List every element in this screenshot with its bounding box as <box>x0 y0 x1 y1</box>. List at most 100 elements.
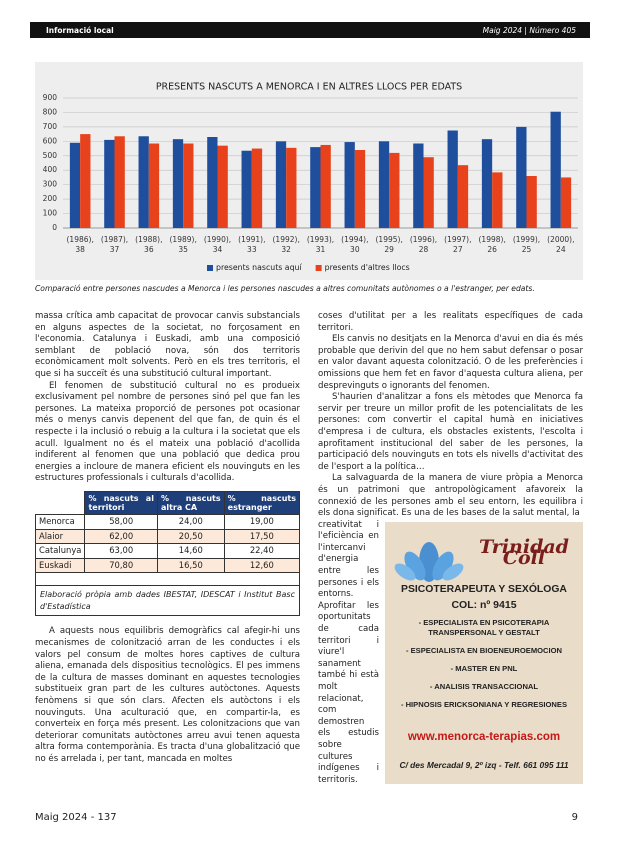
cell <box>35 572 300 587</box>
bar <box>457 165 469 228</box>
x-tick-label: (1989), <box>170 235 197 244</box>
cell: 63,00 <box>84 543 158 559</box>
bar <box>550 111 561 228</box>
ad-item: - ESPECIALISTA EN PSICOTERAPIA TRANSPERS… <box>418 617 550 637</box>
section: Informació local <box>46 26 114 35</box>
ad-address: C/ des Mercadal 9, 2º izq - Telf. 661 09… <box>399 759 569 770</box>
x-tick-label: 25 <box>522 245 532 254</box>
bar <box>80 134 91 228</box>
cell: Euskadi <box>34 557 86 574</box>
right-column: coses d'utilitat per a les realitats esp… <box>318 311 583 786</box>
x-tick-label: 38 <box>75 245 85 254</box>
table-row: Catalunya 63,00 14,60 22,40 <box>34 543 301 559</box>
header-cell: % nascuts estranger <box>223 490 301 515</box>
footer-left: Maig 2024 - 137 <box>35 812 117 823</box>
ad-title: PSICOTERAPEUTA Y SEXÓLOGA <box>401 583 567 595</box>
x-tick-label: (1993), <box>307 235 334 244</box>
bar <box>310 147 321 228</box>
x-tick-label: (1995), <box>376 235 403 244</box>
bar <box>286 147 297 228</box>
bar <box>104 139 115 228</box>
cell: 16,50 <box>156 557 225 574</box>
table-row: Alaior 62,00 20,50 17,50 <box>34 528 301 545</box>
chart: PRESENTS NASCUTS A MENORCA I EN ALTRES L… <box>43 82 578 272</box>
cell: 20,50 <box>156 528 225 545</box>
bar <box>172 139 184 228</box>
paragraph: coses d'utilitat per a les realitats esp… <box>318 311 583 333</box>
legend-swatch <box>207 265 213 271</box>
bar <box>413 143 424 228</box>
cell: 62,00 <box>84 528 158 545</box>
x-tick-label: (1998), <box>479 235 506 244</box>
bar <box>423 157 434 228</box>
data-table: % nascuts al territori % nascuts altra C… <box>34 490 301 617</box>
paragraph: creativitat i l'eficiència en l'intercan… <box>318 519 379 785</box>
cell: 70,80 <box>84 557 158 574</box>
header-bar: Informació local Maig 2024 | Número 405 <box>30 22 590 38</box>
x-tick-label: (1988), <box>135 235 162 244</box>
y-tick-label: 100 <box>43 209 58 218</box>
x-tick-label: 37 <box>110 245 120 254</box>
header-cell <box>35 491 85 515</box>
legend-swatch <box>315 265 322 271</box>
chart-panel: PRESENTS NASCUTS A MENORCA I EN ALTRES L… <box>35 62 583 280</box>
bar <box>69 142 81 228</box>
y-tick-label: 900 <box>43 93 58 102</box>
x-tick-label: (1999), <box>513 235 540 244</box>
x-tick-label: 36 <box>144 245 154 254</box>
bar <box>526 176 537 228</box>
y-tick-label: 0 <box>52 223 57 232</box>
x-tick-label: 28 <box>419 245 429 254</box>
bar <box>492 172 503 228</box>
x-tick-label: 24 <box>556 245 566 254</box>
paragraph: La salvaguarda de la manera de viure prò… <box>318 473 583 519</box>
caption: Comparació entre persones nascudes a Men… <box>35 284 535 293</box>
x-tick-label: (1991), <box>238 235 265 244</box>
paragraph: S'haurien d'analitzar a fons els mètodes… <box>318 392 583 472</box>
bar <box>560 177 572 228</box>
chart-title: PRESENTS NASCUTS A MENORCA I EN ALTRES L… <box>156 82 462 93</box>
y-tick-label: 500 <box>43 151 58 160</box>
x-tick-label: 34 <box>213 245 223 254</box>
cell: 12,60 <box>223 557 301 574</box>
x-tick-label: 29 <box>384 245 394 254</box>
bar <box>344 142 355 228</box>
bar <box>138 136 149 228</box>
x-tick-label: (1986), <box>67 235 94 244</box>
table-row <box>35 572 300 587</box>
x-tick-label: (1987), <box>101 235 128 244</box>
cell: 14,60 <box>156 543 225 559</box>
cell: 22,40 <box>223 543 301 559</box>
bar <box>516 126 527 228</box>
table-row: Euskadi 70,80 16,50 12,60 <box>34 557 301 574</box>
x-tick-label: 35 <box>178 245 188 254</box>
ad-license: COL: nº 9415 <box>451 598 517 611</box>
cell: 24,00 <box>156 513 225 530</box>
paragraph: El fenomen de substitució cultural no es… <box>35 380 300 484</box>
x-tick-label: 30 <box>350 245 360 254</box>
left-column: massa crítica amb capacitat de provocar … <box>34 311 301 766</box>
ad-item: - HIPNOSIS ERICKSONIANA Y REGRESIONES <box>400 699 568 709</box>
table-header: % nascuts al territori % nascuts altra C… <box>35 490 301 515</box>
x-tick-label: (1990), <box>204 235 231 244</box>
advertisement: Trinidad Coll PSICOTERAPEUTA Y SEXÓLOGA … <box>385 521 583 784</box>
header-cell: % nascuts altra CA <box>156 490 225 515</box>
bar <box>354 150 366 228</box>
cell: Catalunya <box>34 543 86 559</box>
lotus-logo <box>394 541 464 582</box>
table-row: Elaboració pròpia amb dades IBESTAT, IDE… <box>35 585 300 617</box>
cell: 17,50 <box>223 528 301 545</box>
issue: Maig 2024 | Número 405 <box>482 26 576 35</box>
cell: Alaior <box>34 528 86 545</box>
table-note: Elaboració pròpia amb dades IBESTAT, IDE… <box>35 585 300 617</box>
y-tick-label: 200 <box>43 194 58 203</box>
x-tick-label: 32 <box>281 245 291 254</box>
bar <box>207 137 218 228</box>
bar <box>389 152 400 228</box>
x-tick-label: (1992), <box>273 235 300 244</box>
y-tick-label: 800 <box>43 107 58 116</box>
table-row: Menorca 58,00 24,00 19,00 <box>34 513 301 530</box>
x-tick-label: 33 <box>247 245 257 254</box>
ad-web: www.menorca-terapias.com <box>407 730 561 743</box>
bar <box>217 145 228 228</box>
